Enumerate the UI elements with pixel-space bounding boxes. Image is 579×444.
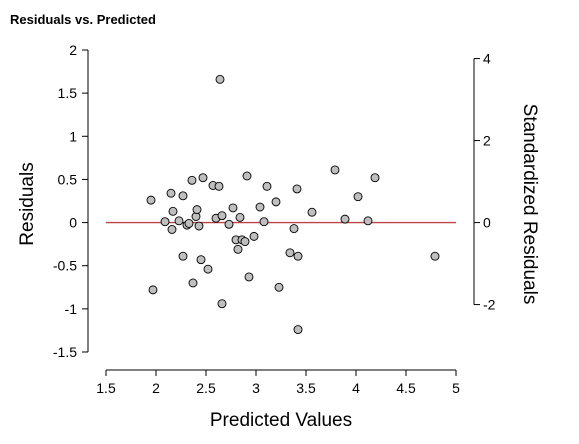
x-tick-label: 2.5 xyxy=(196,380,216,396)
data-point xyxy=(249,231,259,241)
y-axis-title: Residuals xyxy=(17,162,38,245)
data-point xyxy=(293,251,303,261)
left-tick-label: -0.5 xyxy=(53,258,77,274)
data-point xyxy=(293,325,303,335)
data-point xyxy=(188,278,198,288)
data-point xyxy=(235,212,245,222)
data-point xyxy=(217,211,227,221)
data-point xyxy=(148,285,158,295)
scatter-points xyxy=(146,74,440,335)
data-point xyxy=(285,248,295,258)
data-point xyxy=(187,175,197,185)
data-point xyxy=(255,202,265,212)
data-point xyxy=(194,221,204,231)
data-point xyxy=(160,217,170,227)
data-point xyxy=(215,74,225,84)
data-point xyxy=(192,205,202,215)
data-point xyxy=(167,225,177,234)
left-tick-label: 2 xyxy=(69,42,77,58)
data-point xyxy=(166,188,176,198)
x-axis: 1.5 2 2.5 3 3.5 4 4.5 5 xyxy=(96,369,460,396)
left-tick-label: 0 xyxy=(69,215,77,231)
data-point xyxy=(203,264,213,274)
data-point xyxy=(370,173,380,183)
left-tick-label: 1 xyxy=(69,128,77,144)
data-point xyxy=(271,197,281,207)
data-point xyxy=(224,219,234,229)
data-point xyxy=(340,214,350,224)
x-tick-label: 4.5 xyxy=(396,380,416,396)
data-point xyxy=(174,216,184,226)
data-point xyxy=(353,192,363,202)
x-tick-label: 1.5 xyxy=(96,380,116,396)
left-tick-label: 1.5 xyxy=(58,85,78,101)
data-point xyxy=(196,255,206,265)
x-tick-label: 2 xyxy=(152,380,160,396)
data-point xyxy=(242,171,252,181)
data-point xyxy=(214,181,224,191)
data-point xyxy=(289,224,299,234)
y2-axis-title: Standardized Residuals xyxy=(519,104,540,305)
data-point xyxy=(240,237,250,247)
data-point xyxy=(228,203,238,213)
x-tick-label: 3.5 xyxy=(296,380,316,396)
data-point xyxy=(292,184,302,194)
data-point xyxy=(168,206,178,216)
left-tick-label: -1.5 xyxy=(53,344,77,360)
x-tick-label: 5 xyxy=(452,380,460,396)
right-tick-label: 4 xyxy=(483,51,491,67)
data-point xyxy=(330,165,340,175)
left-tick-label: 0.5 xyxy=(58,171,78,187)
data-point xyxy=(274,282,284,292)
data-point xyxy=(363,216,373,226)
left-y-axis: -1.5 -1 -0.5 0 0.5 1 1.5 2 xyxy=(53,42,89,360)
data-point xyxy=(262,181,272,191)
data-point xyxy=(198,173,208,183)
right-y-axis: -2 0 2 4 xyxy=(473,51,496,313)
x-tick-label: 4 xyxy=(352,380,360,396)
data-point xyxy=(184,218,194,228)
data-point xyxy=(430,251,440,261)
x-tick-label: 3 xyxy=(252,380,260,396)
data-point xyxy=(233,244,243,254)
x-axis-title: Predicted Values xyxy=(210,410,352,431)
right-tick-label: -2 xyxy=(483,297,496,313)
data-point xyxy=(307,207,317,217)
right-tick-label: 0 xyxy=(483,215,491,231)
left-tick-label: -1 xyxy=(65,301,78,317)
data-point xyxy=(244,272,254,282)
data-point xyxy=(178,191,188,201)
data-point xyxy=(217,299,227,309)
data-point xyxy=(259,217,269,227)
data-point xyxy=(178,251,188,261)
chart-title: Residuals vs. Predicted xyxy=(10,12,156,27)
right-tick-label: 2 xyxy=(483,133,491,149)
data-point xyxy=(146,195,156,205)
